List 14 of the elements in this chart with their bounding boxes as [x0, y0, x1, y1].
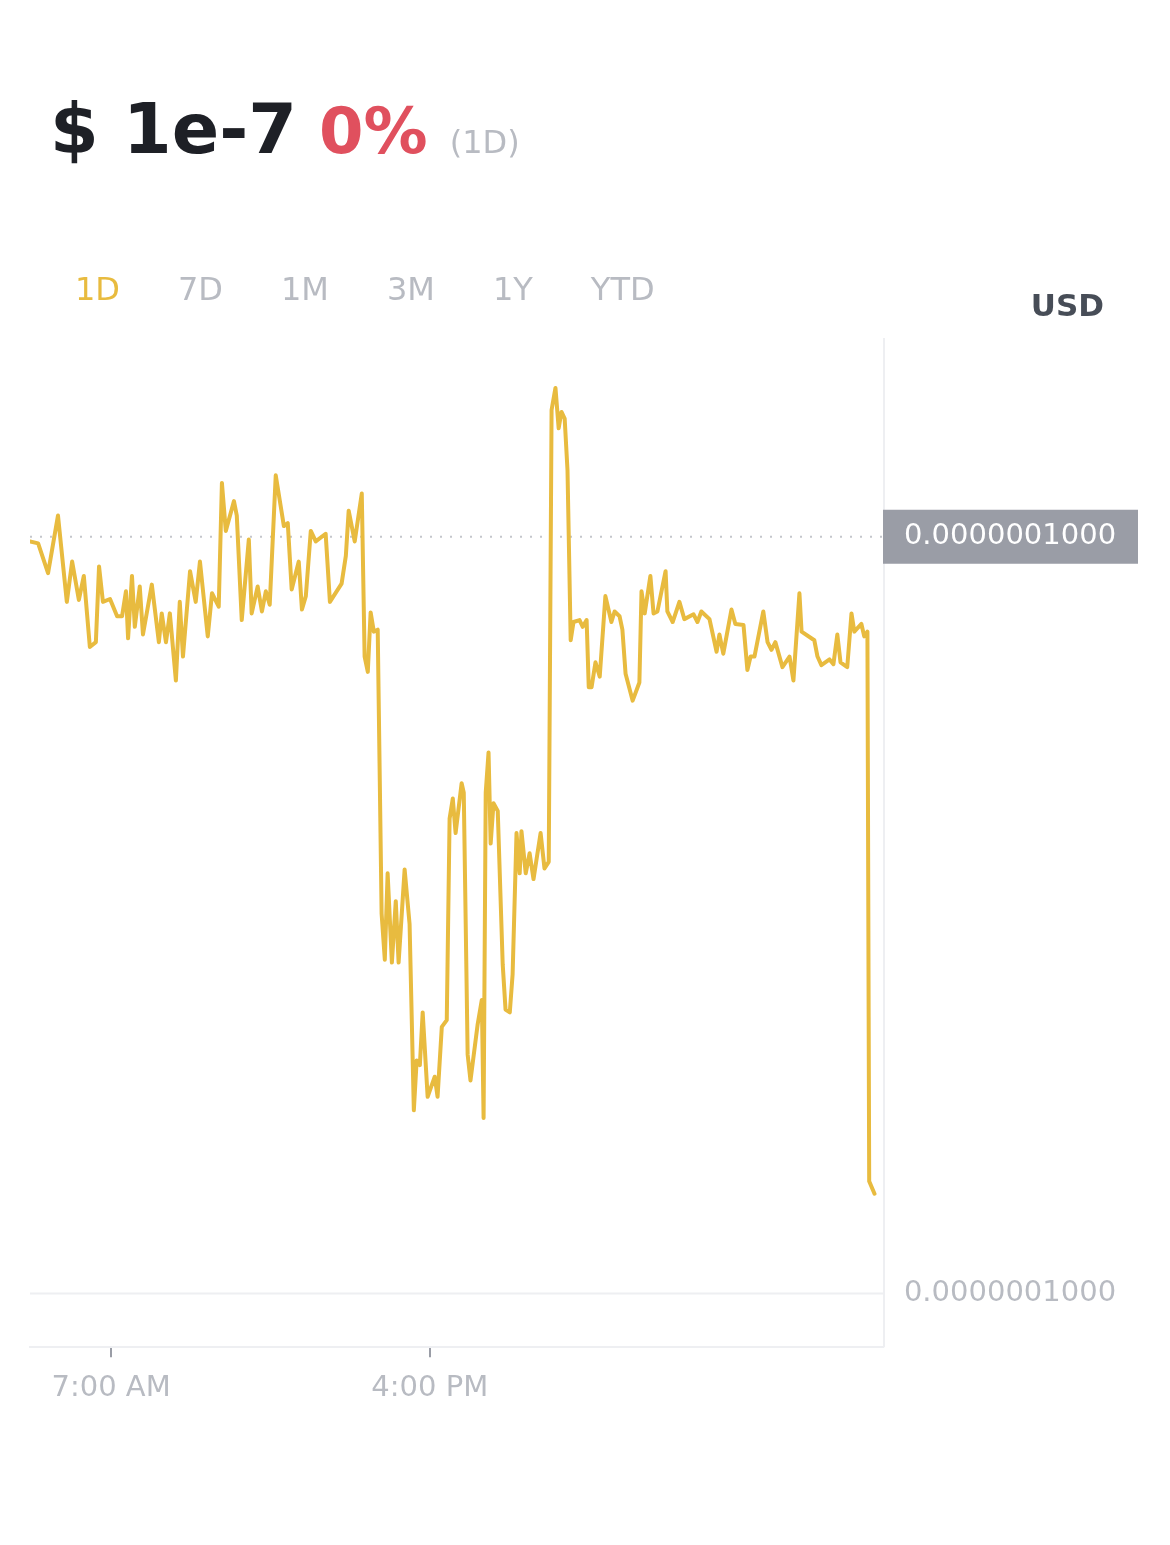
chart-title: $ 1e-7	[50, 88, 298, 170]
text: YTD	[590, 270, 655, 308]
text: 0.0000001000	[903, 517, 1117, 552]
x-tick-label: 4:00 PM	[371, 1369, 489, 1404]
text: 1M	[281, 270, 329, 308]
text: USD	[1030, 287, 1104, 323]
text: 7D	[178, 270, 223, 308]
x-tick-label: 7:00 AM	[51, 1369, 171, 1404]
text: 1Y	[492, 270, 533, 308]
text: (1D)	[449, 123, 520, 161]
chart-subtitle: 0%	[319, 94, 428, 168]
text: 1D	[75, 270, 120, 308]
text: 3M	[386, 270, 435, 308]
text: 0.0000001000	[903, 1274, 1117, 1309]
